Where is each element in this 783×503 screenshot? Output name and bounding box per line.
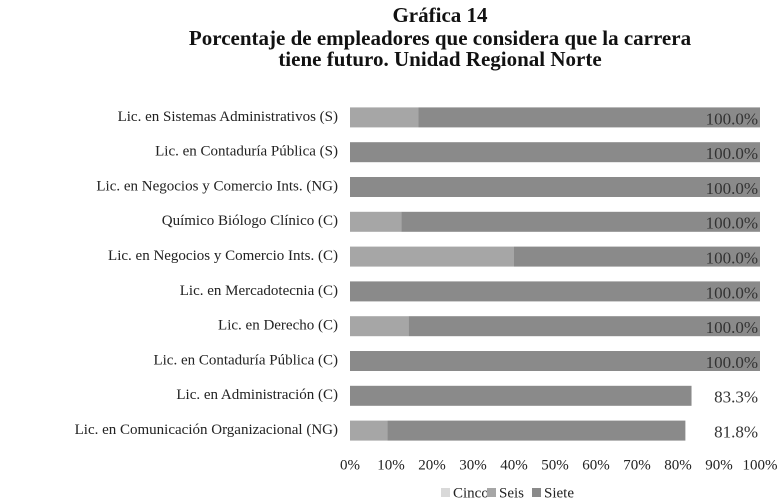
chart-title: Gráfica 14 xyxy=(392,3,488,27)
x-tick-label: 60% xyxy=(582,457,610,473)
total-label: 100.0% xyxy=(706,179,758,198)
bar-segment xyxy=(514,246,760,267)
bar-segment xyxy=(408,316,760,337)
legend-swatch xyxy=(487,488,496,497)
legend-swatch xyxy=(532,488,541,497)
bar-segment xyxy=(350,385,692,406)
total-label: 100.0% xyxy=(706,249,758,268)
chart-title: Porcentaje de empleadores que considera … xyxy=(189,26,692,50)
x-tick-label: 10% xyxy=(377,457,405,473)
y-tick-label: Lic. en Negocios y Comercio Ints. (NG) xyxy=(96,178,338,194)
bar-segment xyxy=(350,177,760,197)
y-tick-label: Lic. en Comunicación Organizacional (NG) xyxy=(75,422,338,438)
bar-segment xyxy=(350,246,514,267)
y-tick-label: Lic. en Negocios y Comercio Ints. (C) xyxy=(108,248,338,264)
total-label: 81.8% xyxy=(714,423,758,442)
y-tick-label: Lic. en Contaduría Pública (S) xyxy=(155,144,338,160)
y-tick-label: Lic. en Sistemas Administrativos (S) xyxy=(118,109,338,125)
x-tick-label: 0% xyxy=(340,457,360,473)
x-tick-label: 90% xyxy=(705,457,733,473)
chart-title: tiene futuro. Unidad Regional Norte xyxy=(278,47,601,71)
y-tick-label: Lic. en Administración (C) xyxy=(176,387,338,403)
bar-segment xyxy=(350,420,388,441)
total-label: 100.0% xyxy=(706,109,758,128)
total-label: 100.0% xyxy=(706,144,758,163)
total-label: 100.0% xyxy=(706,353,758,372)
y-tick-label: Lic. en Mercadotecnia (C) xyxy=(180,283,338,299)
x-tick-label: 50% xyxy=(541,457,569,473)
total-label: 100.0% xyxy=(706,214,758,233)
bar-segment xyxy=(350,107,419,128)
bar-segment xyxy=(350,351,760,371)
bar-segment xyxy=(387,420,686,441)
total-label: 83.3% xyxy=(714,388,758,407)
bar-segment xyxy=(350,211,402,232)
legend-label: Seis xyxy=(499,485,524,501)
x-tick-label: 20% xyxy=(418,457,446,473)
total-label: 100.0% xyxy=(706,318,758,337)
x-tick-label: 100% xyxy=(743,457,778,473)
x-tick-label: 30% xyxy=(459,457,487,473)
y-tick-label: Lic. en Derecho (C) xyxy=(218,318,338,334)
bar-segment xyxy=(401,211,760,232)
x-tick-label: 80% xyxy=(664,457,692,473)
bar-segment xyxy=(350,316,409,337)
legend-swatch xyxy=(441,488,450,497)
legend-label: Cinco xyxy=(453,485,489,501)
bar-segment xyxy=(418,107,760,128)
bar-segment xyxy=(350,142,760,163)
total-label: 100.0% xyxy=(706,283,758,302)
legend-label: Siete xyxy=(544,485,574,501)
x-tick-label: 70% xyxy=(623,457,651,473)
y-tick-label: Lic. en Contaduría Pública (C) xyxy=(153,352,338,368)
x-tick-label: 40% xyxy=(500,457,528,473)
y-tick-label: Químico Biólogo Clínico (C) xyxy=(162,213,338,229)
bar-segment xyxy=(350,281,760,302)
